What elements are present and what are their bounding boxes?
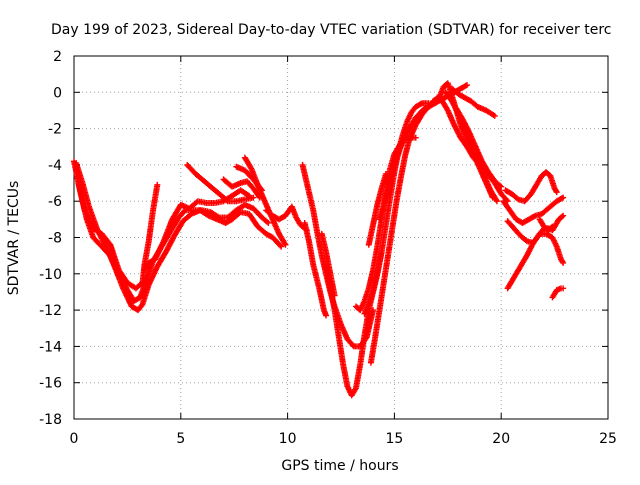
data-series bbox=[361, 249, 385, 317]
data-series bbox=[184, 161, 257, 205]
data-point bbox=[496, 182, 503, 189]
data-series bbox=[536, 216, 556, 234]
data-point bbox=[560, 285, 567, 292]
data-point bbox=[548, 224, 555, 231]
grid-layer bbox=[74, 56, 608, 419]
data-point bbox=[258, 187, 265, 194]
y-tick-label: 2 bbox=[53, 49, 62, 65]
tick-layer: 0 5 10 15 20 25 -18 -16 -14 -12 -10 -8 -6 -4 -2 0 2 bbox=[39, 49, 617, 447]
data-point bbox=[559, 258, 566, 265]
y-axis-label: SDTVAR / TECUs bbox=[6, 181, 22, 296]
y-tick-label: -18 bbox=[39, 412, 62, 428]
data-point bbox=[462, 82, 469, 89]
x-tick-label: 15 bbox=[385, 431, 403, 447]
data-point bbox=[154, 181, 161, 188]
y-tick-label: -16 bbox=[39, 376, 62, 392]
data-point bbox=[258, 186, 265, 193]
data-point bbox=[412, 134, 419, 141]
x-axis-label: GPS time / hours bbox=[281, 458, 398, 474]
data-point bbox=[264, 218, 271, 225]
y-tick-label: -2 bbox=[48, 122, 62, 138]
y-tick-label: -12 bbox=[39, 303, 62, 319]
y-tick-label: -14 bbox=[39, 339, 62, 355]
data-series bbox=[449, 85, 498, 119]
data-series bbox=[500, 194, 567, 226]
data-point bbox=[493, 198, 500, 205]
x-tick-label: 5 bbox=[176, 431, 185, 447]
data-point bbox=[491, 112, 498, 119]
data-point bbox=[181, 208, 188, 215]
y-tick-label: -6 bbox=[48, 194, 62, 210]
data-series bbox=[233, 163, 265, 194]
data-point bbox=[277, 242, 284, 249]
y-tick-label: -10 bbox=[39, 267, 62, 283]
data-series bbox=[442, 89, 500, 205]
data-point bbox=[382, 170, 389, 177]
data-series bbox=[141, 187, 253, 274]
data-series bbox=[220, 176, 263, 201]
data-point bbox=[278, 243, 285, 250]
x-tick-label: 0 bbox=[70, 431, 79, 447]
data-series bbox=[502, 169, 560, 205]
x-tick-label: 20 bbox=[492, 431, 510, 447]
data-point bbox=[265, 219, 272, 226]
data-point bbox=[464, 82, 471, 89]
y-tick-label: -4 bbox=[48, 158, 62, 174]
chart-title: Day 199 of 2023, Sidereal Day-to-day VTE… bbox=[51, 22, 611, 38]
data-point bbox=[531, 213, 538, 220]
data-point bbox=[417, 100, 424, 107]
data-point bbox=[553, 189, 560, 196]
data-point bbox=[282, 241, 289, 248]
data-point bbox=[560, 259, 567, 266]
data-point bbox=[223, 197, 230, 204]
data-series bbox=[301, 219, 330, 319]
data-point bbox=[378, 249, 385, 256]
data-point bbox=[558, 195, 565, 202]
data-series bbox=[504, 230, 567, 292]
data-point bbox=[553, 187, 560, 194]
y-tick-label: -8 bbox=[48, 231, 62, 247]
data-point bbox=[498, 183, 505, 190]
data-point bbox=[549, 223, 556, 230]
data-series bbox=[549, 285, 567, 301]
x-tick-label: 25 bbox=[599, 431, 617, 447]
data-point bbox=[560, 194, 567, 201]
data-point bbox=[560, 212, 567, 219]
data-point bbox=[559, 213, 566, 220]
y-tick-label: 0 bbox=[53, 85, 62, 101]
data-point bbox=[250, 194, 257, 201]
x-tick-label: 10 bbox=[279, 431, 297, 447]
data-series bbox=[365, 170, 389, 248]
data-point bbox=[323, 312, 330, 319]
data-layer bbox=[71, 80, 567, 399]
